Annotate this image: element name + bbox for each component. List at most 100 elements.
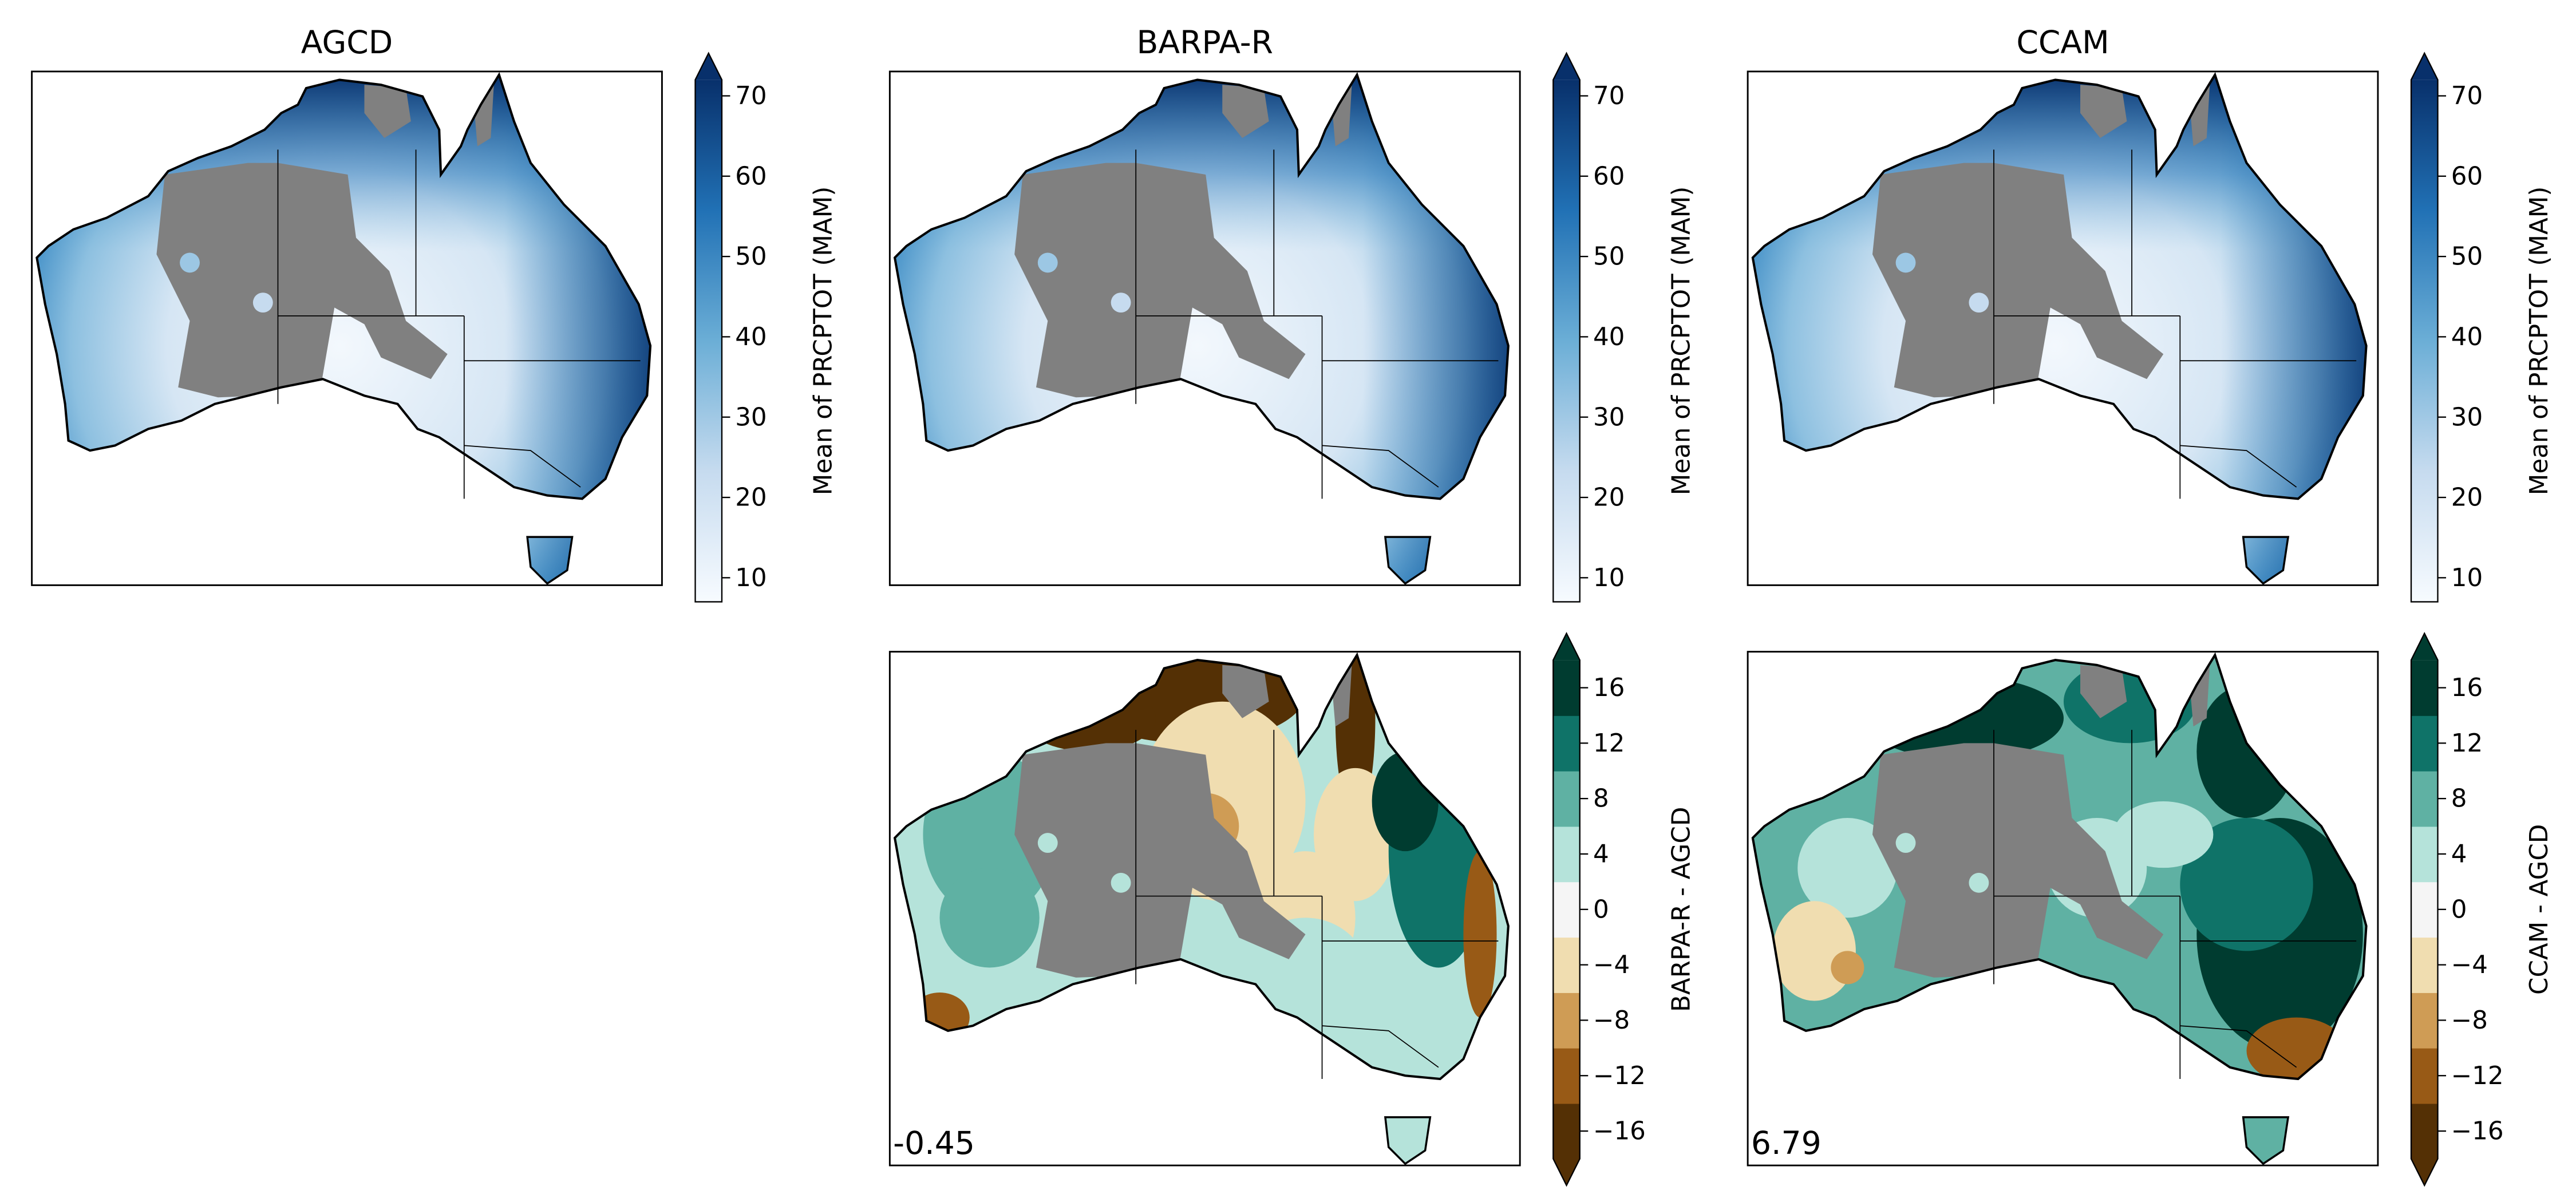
coastline-tasmania: [526, 536, 574, 585]
colorbar-tick-label: 40: [735, 323, 767, 351]
colorbar-outline: [1552, 632, 1581, 1187]
colorbar-tick-label: 0: [1593, 895, 1609, 924]
panel-ccam-diff: 6.79 −16 −12 −8 −4 0 4 8 12 16 CCAM - AGCD: [1747, 632, 2554, 1187]
colorbar-tick-label: −4: [2451, 951, 2488, 979]
state-borders: [1135, 730, 1499, 1080]
colorbar-extend-min: [1553, 1158, 1580, 1185]
masked-region: [156, 163, 448, 404]
colorbar-extend-max: [1553, 53, 1580, 80]
colorbar-tick-label: 12: [1593, 729, 1625, 758]
colorbar-ccam: 10 20 30 40 50 60 70 Mean of PRCPTOT (MAM): [2410, 52, 2554, 603]
diff-patch: [1772, 901, 1856, 1001]
colorbar-tick-label: 60: [1593, 162, 1625, 191]
colorbar-tick-label: 10: [2451, 564, 2483, 592]
colorbar-extend-max: [1553, 633, 1580, 661]
panel-title: CCAM: [2016, 25, 2109, 61]
diff-patch: [1463, 851, 1497, 1018]
masked-hole: [1969, 872, 1989, 893]
colorbar-segment: [1553, 715, 1580, 772]
colorbar-tick-label: 50: [735, 243, 767, 271]
colorbar-tick-label: 8: [1593, 785, 1609, 813]
colorbar-tick-label: 60: [735, 162, 767, 191]
masked-region: [2080, 662, 2210, 727]
colorbar-tick-label: −12: [1593, 1062, 1646, 1090]
colorbar-segment: [2411, 715, 2438, 772]
colorbar-tick-label: −16: [2451, 1117, 2504, 1146]
colorbar-label: CCAM - AGCD: [2525, 824, 2554, 995]
colorbar-extend-max: [2411, 633, 2438, 661]
masked-hole: [1111, 872, 1131, 893]
colorbar-tick-label: 20: [735, 484, 767, 512]
colorbar-segment: [2411, 937, 2438, 993]
panel-barpa-diff: -0.45 −16 −12 −8 −4 0 4 8 12 16 BARPA-R - AGCD: [888, 632, 1696, 1187]
colorbar-outline: [694, 52, 723, 603]
colorbar-extend-min: [2411, 1158, 2438, 1185]
colorbar-outline: [2410, 52, 2439, 603]
colorbar-tick-label: 50: [2451, 243, 2483, 271]
panel-barpa: BARPA-R 10 20 30 40 50 60 70 Mean of PRCPTOT (MA…: [888, 25, 1696, 603]
masked-region: [1872, 743, 2164, 984]
colorbar-segment: [1553, 770, 1580, 827]
colorbar-extend-max: [2411, 53, 2438, 80]
colorbar-tick-label: 60: [2451, 162, 2483, 191]
state-borders: [277, 149, 641, 499]
colorbar-tick-label: 20: [1593, 484, 1625, 512]
colorbar-label: Mean of PRCPTOT (MAM): [2525, 187, 2554, 496]
masked-hole: [252, 292, 273, 313]
state-borders: [1993, 730, 2357, 1080]
colorbar-segment: [1553, 1103, 1580, 1160]
masked-hole: [1895, 833, 1916, 853]
diff-patch: [1797, 818, 1898, 918]
diff-patch: [2113, 801, 2214, 868]
panel-agcd: AGCD 10 20 30 40 50 60 70 Mean of PRCPTOT (MAM): [31, 25, 838, 603]
coastline-tasmania: [2242, 536, 2290, 585]
colorbar-segment: [2411, 881, 2438, 938]
colorbar-tick-label: 10: [1593, 564, 1625, 592]
colorbar-gradient: [1553, 80, 1580, 602]
coastline: [1751, 72, 2368, 500]
colorbar-segment: [2411, 993, 2438, 1049]
colorbar-outline: [1552, 52, 1581, 603]
colorbar-barpa-diff: −16 −12 −8 −4 0 4 8 12 16 BARPA-R - AGCD: [1552, 632, 1696, 1187]
colorbar-tick-label: −4: [1593, 951, 1630, 979]
colorbar-tick-label: 70: [1593, 82, 1625, 110]
coastline: [893, 652, 1510, 1081]
masked-region: [364, 81, 495, 147]
mean-bias-annotation: 6.79: [1751, 1125, 1822, 1162]
colorbar-tick-label: 30: [1593, 403, 1625, 432]
colorbar-tick-label: 40: [1593, 323, 1625, 351]
colorbar-barpa: 10 20 30 40 50 60 70 Mean of PRCPTOT (MAM): [1552, 52, 1696, 603]
colorbar-tick-label: 70: [2451, 82, 2483, 110]
coastline: [1751, 652, 2368, 1081]
colorbar-tick-label: 10: [735, 564, 767, 592]
colorbar-tick-label: −12: [2451, 1062, 2504, 1090]
panel-title: BARPA-R: [1137, 25, 1273, 61]
coastline: [893, 72, 1510, 500]
coastline-tasmania: [2242, 1116, 2290, 1165]
colorbar-segment: [1553, 826, 1580, 883]
colorbar-tick-label: 30: [735, 403, 767, 432]
masked-region: [1222, 662, 1352, 727]
masked-hole: [180, 252, 200, 273]
colorbar-gradient: [695, 80, 722, 602]
colorbar-agcd: 10 20 30 40 50 60 70 Mean of PRCPTOT (MAM): [694, 52, 838, 603]
colorbar-label: Mean of PRCPTOT (MAM): [809, 187, 838, 496]
colorbar-tick-label: 16: [1593, 674, 1625, 702]
masked-region: [1222, 81, 1352, 147]
colorbar-label: Mean of PRCPTOT (MAM): [1667, 187, 1696, 496]
colorbar-segment: [2411, 826, 2438, 883]
masked-hole: [1969, 292, 1989, 313]
colorbar-outline: [2410, 632, 2439, 1187]
colorbar-tick-label: 70: [735, 82, 767, 110]
mean-bias-annotation: -0.45: [893, 1125, 975, 1162]
colorbar-segment: [2411, 770, 2438, 827]
masked-hole: [1895, 252, 1916, 273]
colorbar-tick-label: 4: [2451, 840, 2467, 869]
colorbar-gradient: [2411, 80, 2438, 602]
colorbar-tick-label: 50: [1593, 243, 1625, 271]
coastline: [35, 72, 652, 500]
colorbar-label: BARPA-R - AGCD: [1667, 807, 1696, 1012]
diff-patch: [2180, 818, 2313, 951]
colorbar-extend-max: [695, 53, 722, 80]
panel-ccam: CCAM 10 20 30 40 50 60 70 Mean of PRCPTOT (MAM): [1747, 25, 2554, 603]
